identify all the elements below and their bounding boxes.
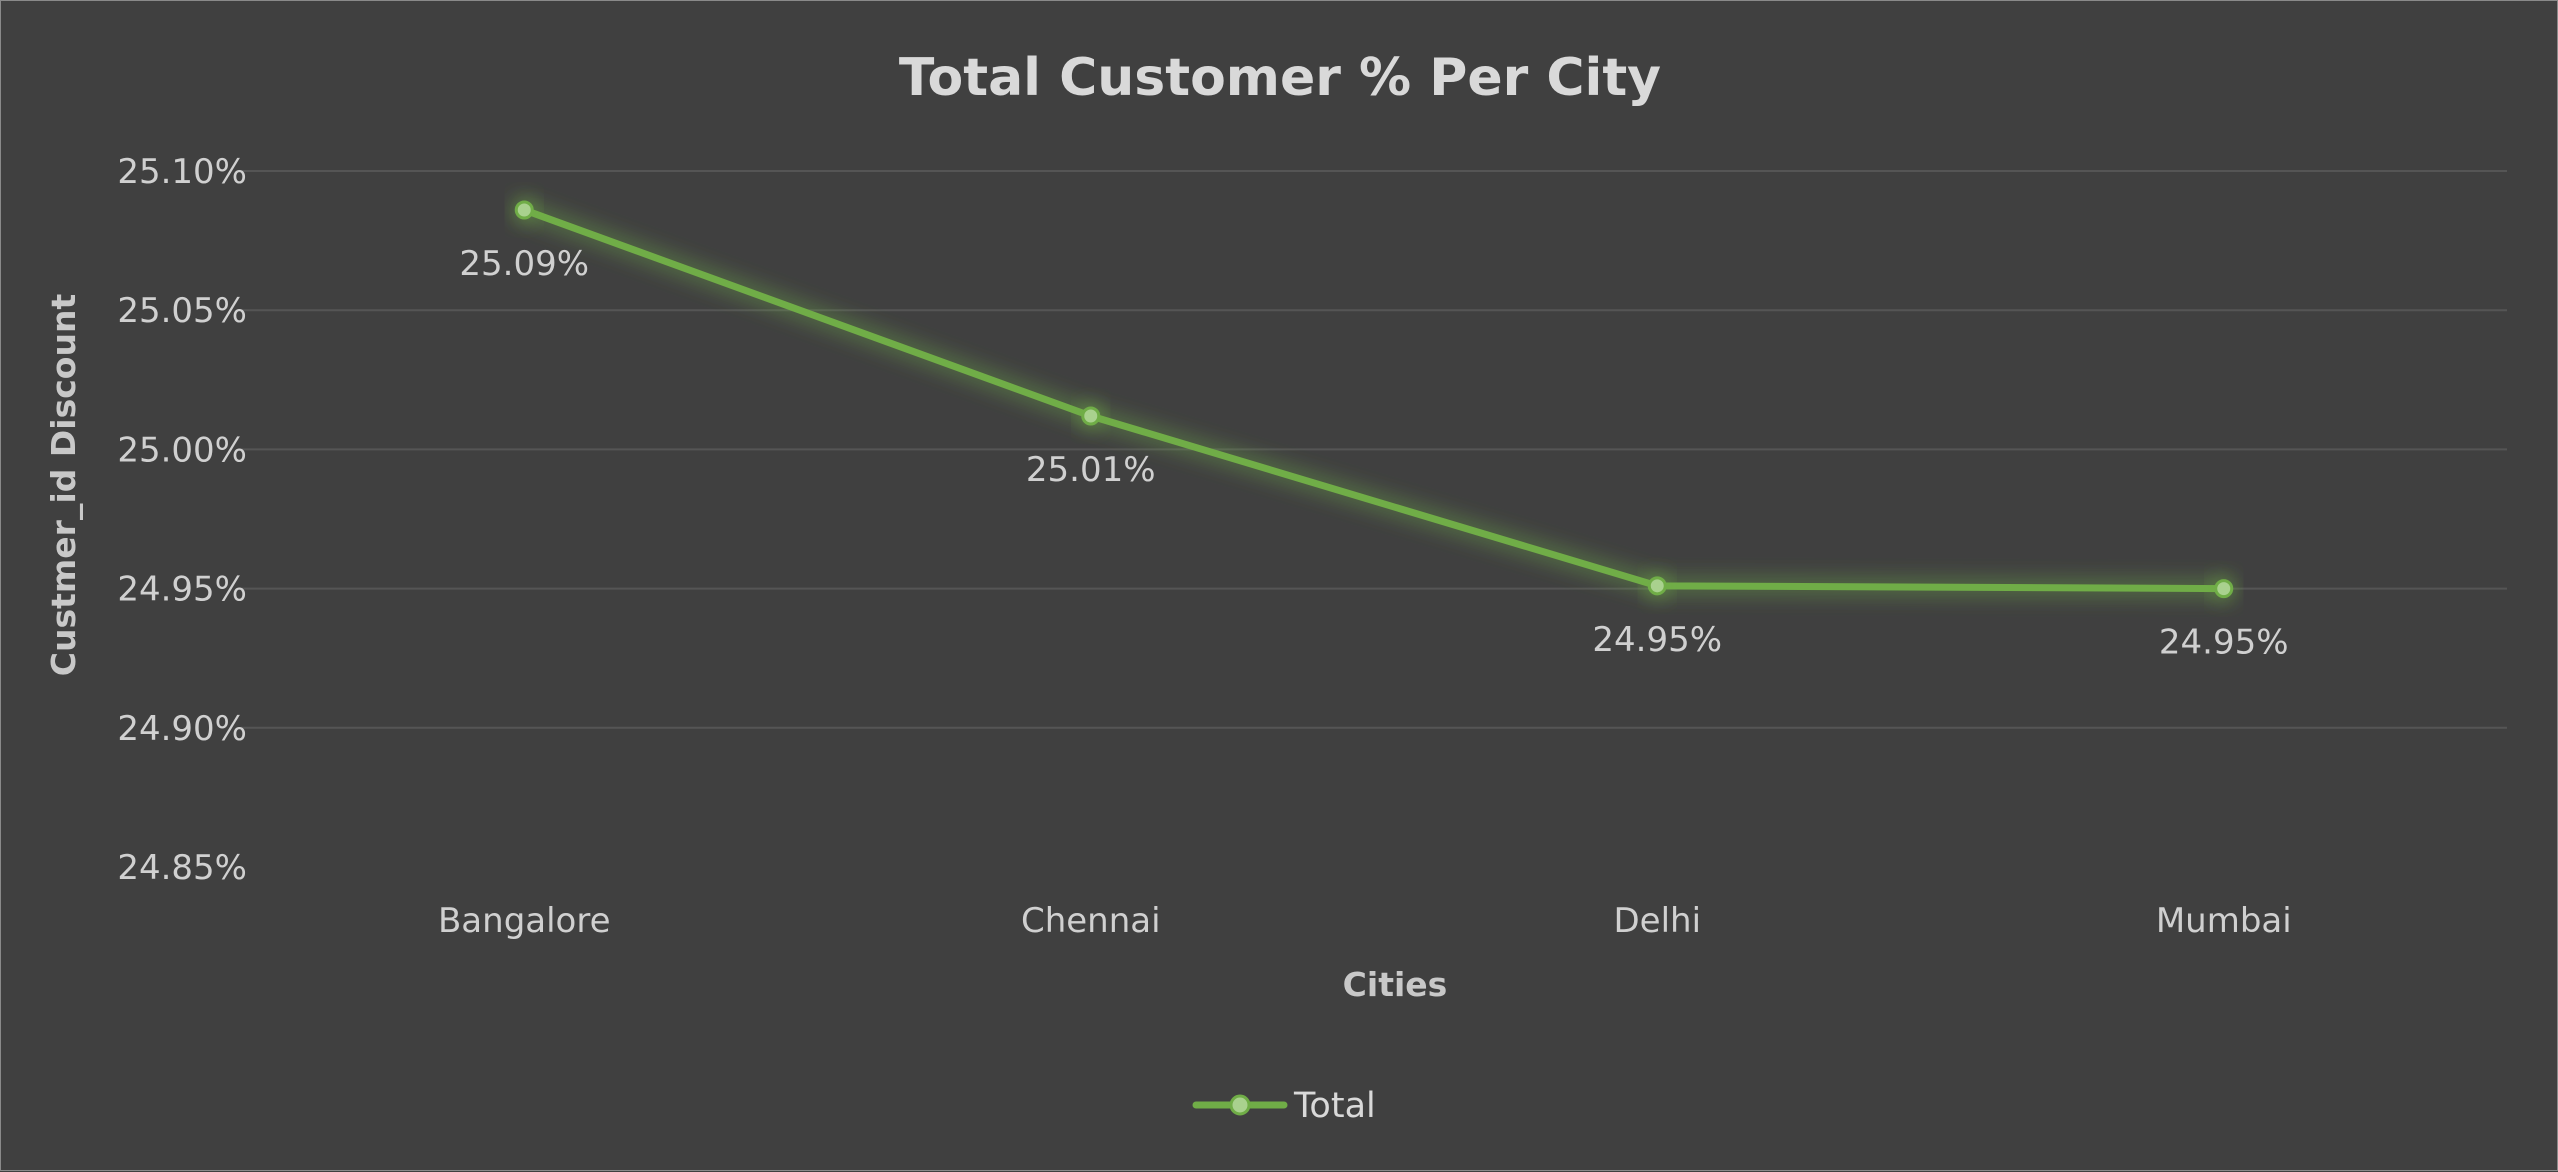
y-tick-label: 24.85% — [117, 848, 247, 888]
legend-label-total: Total — [1293, 1086, 1376, 1126]
data-label: 25.09% — [459, 244, 589, 284]
data-point — [2214, 579, 2234, 599]
data-point — [1647, 576, 1667, 596]
data-point — [1081, 406, 1101, 426]
legend-marker-icon — [1229, 1094, 1251, 1116]
series-line-total — [520, 206, 2228, 593]
chart-title: Total Customer % Per City — [899, 48, 1661, 108]
data-label: 24.95% — [1592, 620, 1722, 660]
y-tick-label: 24.90% — [117, 709, 247, 749]
y-tick-label: 24.95% — [117, 570, 247, 610]
x-tick-label: Chennai — [1021, 901, 1161, 941]
legend: Total — [1192, 1086, 1376, 1126]
data-label: 25.01% — [1026, 450, 1156, 490]
x-tick-label: Mumbai — [2156, 901, 2292, 941]
x-axis-title: Cities — [1343, 965, 1448, 1004]
series-line-glow — [520, 199, 2224, 600]
x-tick-label: Bangalore — [438, 901, 611, 941]
y-tick-label: 25.05% — [117, 291, 247, 331]
data-labels: 25.09% 25.01% 24.95% 24.95% — [459, 244, 2288, 663]
y-axis-ticks: 25.10% 25.05% 25.00% 24.95% 24.90% 24.85% — [117, 152, 247, 888]
y-tick-label: 25.10% — [117, 152, 247, 192]
data-label: 24.95% — [2159, 623, 2289, 663]
x-tick-label: Delhi — [1613, 901, 1701, 941]
y-axis-title: Custmer_id Discount — [44, 294, 83, 677]
x-axis-ticks: Bangalore Chennai Delhi Mumbai — [438, 901, 2292, 941]
series-layer — [510, 195, 2238, 603]
data-point — [514, 200, 534, 220]
y-tick-label: 25.00% — [117, 430, 247, 470]
